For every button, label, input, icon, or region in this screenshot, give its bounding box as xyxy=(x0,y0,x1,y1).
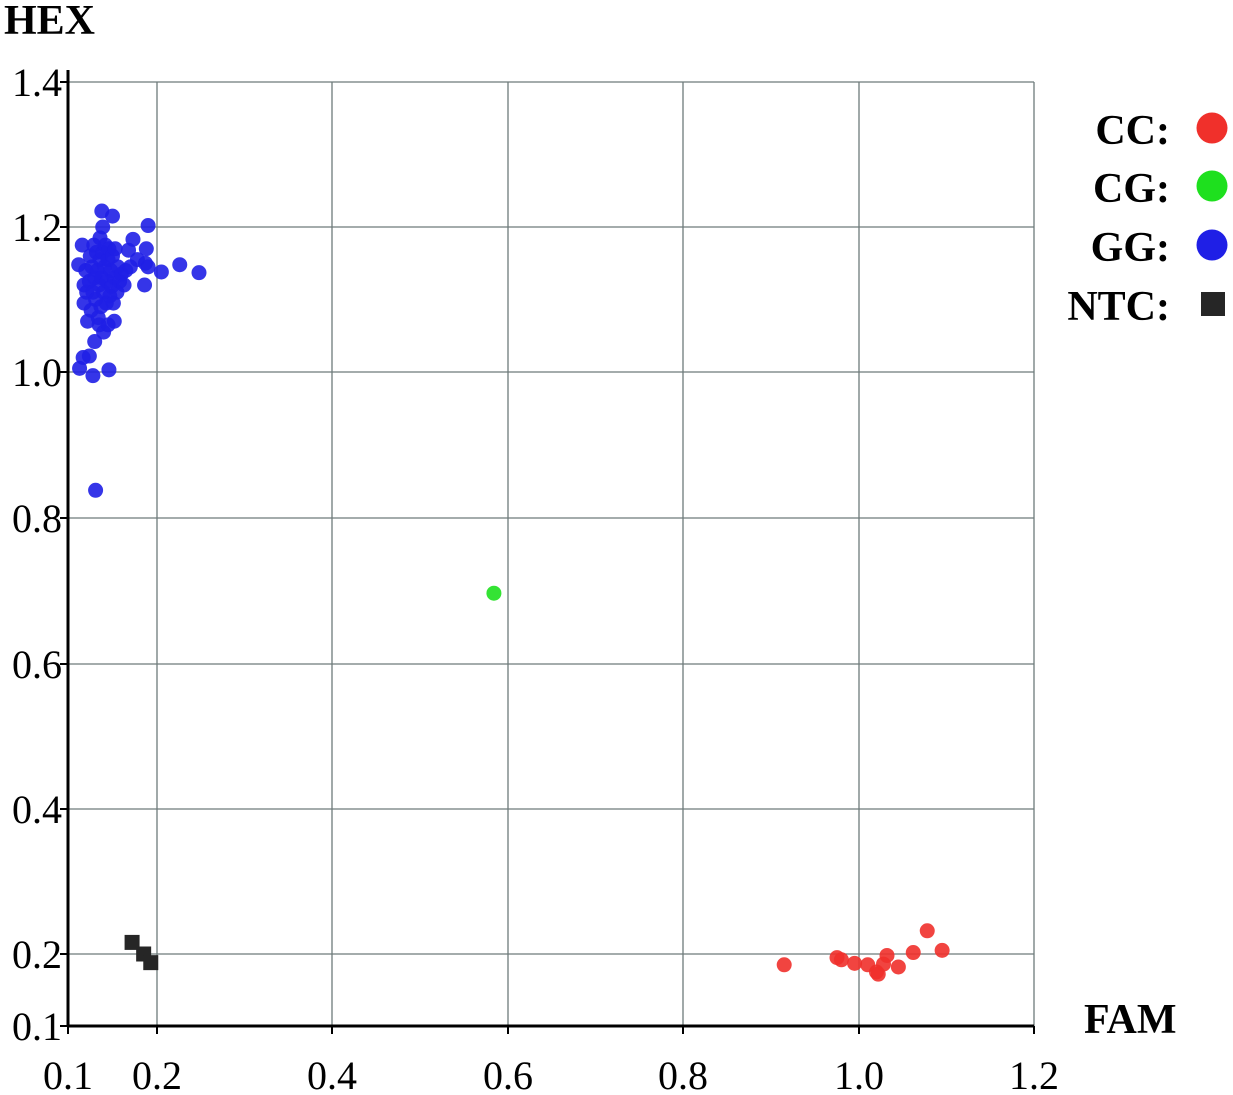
gg-point xyxy=(172,257,188,273)
gg-point xyxy=(138,241,154,257)
grid-lines xyxy=(68,81,1035,1026)
gg-point xyxy=(107,241,123,257)
y-tick-label: 0.4 xyxy=(12,787,62,832)
gg-point xyxy=(74,237,90,253)
gg-point xyxy=(88,482,104,498)
legend-marker-gg xyxy=(1196,229,1228,261)
x-tick-label: 0.2 xyxy=(132,1053,182,1095)
y-axis-title: HEX xyxy=(4,0,95,44)
legend-marker-ntc xyxy=(1201,292,1225,316)
legend-label-cg: CG: xyxy=(1093,166,1170,212)
gg-point xyxy=(105,208,120,224)
legend: CC: CG: GG: NTC: xyxy=(1067,108,1228,330)
cc-point xyxy=(890,959,906,975)
legend-label-cc: CC: xyxy=(1095,108,1170,154)
cc-point xyxy=(905,945,921,961)
gg-point xyxy=(140,218,156,234)
gg-point xyxy=(81,348,97,364)
x-tick-label: 1.0 xyxy=(834,1053,884,1095)
cc-point xyxy=(776,957,792,973)
cc-point xyxy=(833,952,849,968)
legend-label-gg: GG: xyxy=(1091,225,1170,271)
legend-marker-cg xyxy=(1196,170,1228,202)
axes xyxy=(60,70,1035,1034)
gg-point xyxy=(125,231,141,247)
y-tick-label: 0.6 xyxy=(12,642,62,687)
y-tick-label: 1.0 xyxy=(12,350,62,395)
gg-point xyxy=(116,277,132,293)
y-tick-label: 0.8 xyxy=(12,496,62,541)
x-tick-label: 0.1 xyxy=(43,1053,93,1095)
x-tick-label: 0.8 xyxy=(658,1053,708,1095)
x-tick-label: 0.4 xyxy=(307,1053,357,1095)
gg-point xyxy=(140,259,156,275)
y-tick-label: 0.1 xyxy=(12,1004,62,1049)
legend-marker-cc xyxy=(1196,112,1228,144)
legend-label-ntc: NTC: xyxy=(1067,284,1170,330)
ntc-point xyxy=(124,934,140,950)
gg-point xyxy=(101,362,117,378)
y-tick-label: 1.2 xyxy=(12,205,62,250)
tick-labels: 0.1 0.2 0.4 0.6 0.8 1.0 1.2 0.1 0.2 0.4 0.6 0.8 1.0 1… xyxy=(12,60,1059,1095)
gg-point xyxy=(137,277,153,293)
gg-point xyxy=(100,317,116,333)
gg-point xyxy=(153,264,169,280)
x-tick-label: 1.2 xyxy=(1009,1053,1059,1095)
x-tick-label: 0.6 xyxy=(483,1053,533,1095)
cc-point xyxy=(934,942,950,958)
cc-point xyxy=(847,955,863,971)
ntc-point xyxy=(143,955,159,971)
gg-point xyxy=(87,334,103,350)
cc-point xyxy=(879,947,895,963)
cc-point xyxy=(919,923,935,939)
y-tick-label: 1.4 xyxy=(12,60,62,105)
cg-point xyxy=(486,585,502,601)
data-points xyxy=(71,203,950,982)
y-tick-label: 0.2 xyxy=(12,932,62,977)
gg-point xyxy=(191,265,207,281)
gg-point xyxy=(85,368,101,384)
x-axis-title: FAM xyxy=(1084,997,1177,1043)
gg-point xyxy=(95,219,111,235)
